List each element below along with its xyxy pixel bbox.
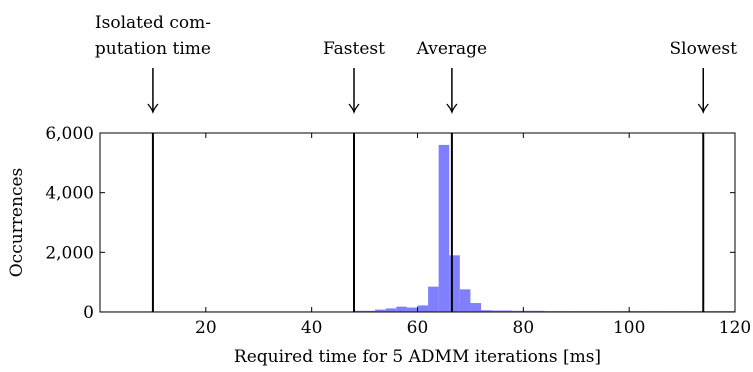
histogram-bar xyxy=(428,286,439,312)
marker-arrow-head xyxy=(147,103,159,115)
histogram-bar xyxy=(512,310,524,312)
histogram-bar xyxy=(481,310,492,312)
histogram-bar xyxy=(438,144,450,312)
marker-arrow-head xyxy=(697,103,709,115)
plot-frame xyxy=(99,132,736,313)
histogram-bar xyxy=(406,307,418,312)
marker-lines xyxy=(151,133,705,312)
y-tick-label: 0 xyxy=(83,303,94,323)
histogram-bar xyxy=(470,303,481,312)
marker-label: Average xyxy=(416,39,487,59)
histogram-bar xyxy=(459,289,471,312)
histogram-bar xyxy=(533,310,545,312)
x-tick-label: 120 xyxy=(719,318,751,338)
x-tick-label: 40 xyxy=(301,318,323,338)
y-tick-label: 2,000 xyxy=(45,243,94,263)
x-axis-ticks: 20 40 60 80 100 120 xyxy=(195,133,751,338)
histogram-bar xyxy=(354,310,365,312)
histogram-bar xyxy=(523,310,534,312)
marker-label: Fastest xyxy=(323,39,385,59)
histogram-bar xyxy=(417,305,429,312)
marker-arrow-head xyxy=(348,103,360,115)
y-axis-label: Occurrences xyxy=(7,168,27,278)
histogram-bar xyxy=(385,308,397,312)
x-tick-label: 60 xyxy=(407,318,429,338)
y-tick-label: 4,000 xyxy=(45,184,94,204)
histogram-bars xyxy=(100,144,735,312)
marker-arrow-head xyxy=(446,103,458,115)
histogram-bar xyxy=(502,310,513,312)
histogram-bar xyxy=(491,310,503,312)
marker-label: Isolated com- xyxy=(95,13,211,33)
histogram-bar xyxy=(364,310,376,312)
marker-label: Slowest xyxy=(670,39,738,59)
marker-labels: Isolated com-putation time Fastest Average… xyxy=(95,13,738,115)
x-tick-label: 100 xyxy=(613,318,645,338)
histogram-bar xyxy=(375,309,386,312)
histogram-bar xyxy=(396,306,407,312)
x-tick-label: 80 xyxy=(513,318,535,338)
histogram-bar xyxy=(449,255,460,312)
x-axis-label: Required time for 5 ADMM iterations [ms] xyxy=(234,347,601,367)
marker-label: putation time xyxy=(95,39,211,59)
y-tick-label: 6,000 xyxy=(45,124,94,144)
y-axis-ticks: 0 2,000 4,000 6,000 xyxy=(45,124,735,323)
x-tick-label: 20 xyxy=(195,318,217,338)
